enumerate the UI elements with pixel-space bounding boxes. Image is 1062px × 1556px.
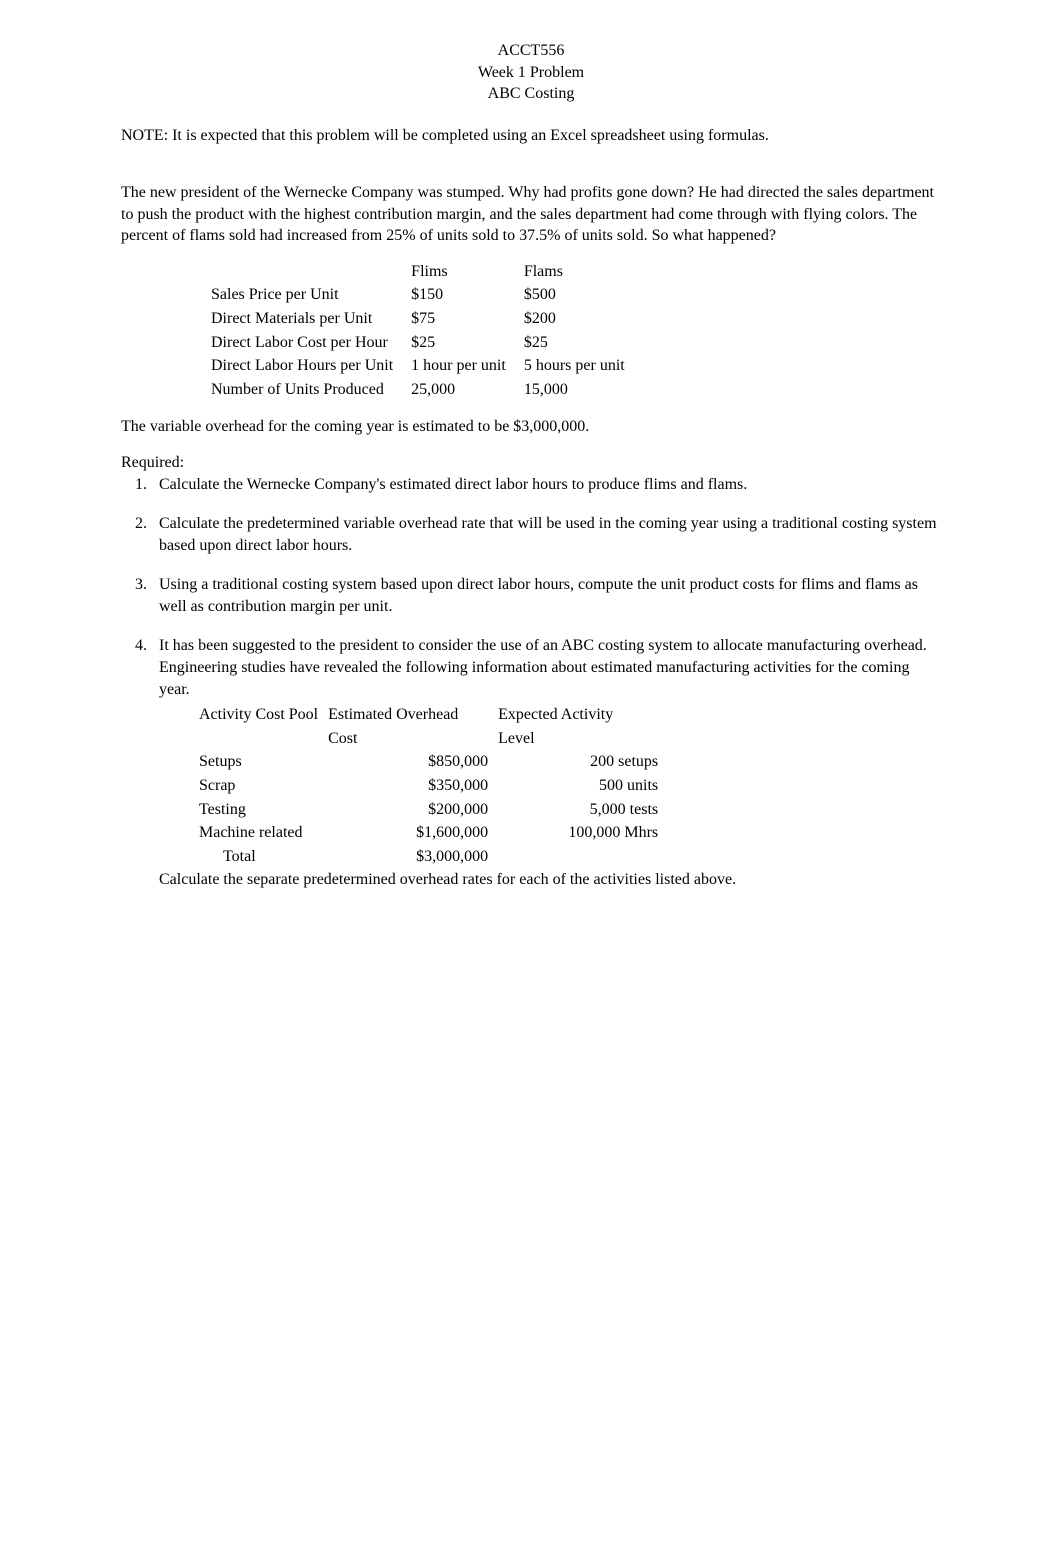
activity-level: 500 units [498, 775, 668, 799]
required-item-1: Calculate the Wernecke Company's estimat… [151, 474, 941, 496]
overhead-statement: The variable overhead for the coming yea… [121, 416, 941, 438]
product-cost-table: Flims Flams Sales Price per Unit $150 $5… [211, 261, 643, 403]
narrative-paragraph: The new president of the Wernecke Compan… [121, 182, 941, 247]
activity-header-cost2: Cost [328, 728, 498, 752]
cost-row: Number of Units Produced 25,000 15,000 [211, 379, 643, 403]
activity-level: 200 setups [498, 751, 668, 775]
activity-cost: $350,000 [328, 775, 498, 799]
cost-label: Direct Labor Hours per Unit [211, 355, 411, 379]
required-item-4: It has been suggested to the president t… [151, 635, 941, 891]
cost-flams: $500 [524, 284, 643, 308]
activity-level: 5,000 tests [498, 799, 668, 823]
cost-flims: $75 [411, 308, 524, 332]
required-item-3: Using a traditional costing system based… [151, 574, 941, 617]
activity-row: Machine related $1,600,000 100,000 Mhrs [199, 822, 668, 846]
cost-row: Direct Labor Hours per Unit 1 hour per u… [211, 355, 643, 379]
cost-label: Number of Units Produced [211, 379, 411, 403]
activity-header-activity: Expected Activity [498, 704, 668, 728]
cost-row: Direct Labor Cost per Hour $25 $25 [211, 332, 643, 356]
activity-header-row-2: Cost Level [199, 728, 668, 752]
cost-row: Sales Price per Unit $150 $500 [211, 284, 643, 308]
cost-header-flams: Flams [524, 261, 643, 285]
required-heading: Required: [121, 452, 941, 474]
required-item-2: Calculate the predetermined variable ove… [151, 513, 941, 556]
cost-header-row: Flims Flams [211, 261, 643, 285]
cost-flams: $25 [524, 332, 643, 356]
doc-header: ACCT556 Week 1 Problem ABC Costing [121, 40, 941, 105]
activity-total-blank [498, 846, 668, 870]
activity-header-cost: Estimated Overhead [328, 704, 498, 728]
cost-flims: $25 [411, 332, 524, 356]
activity-pool: Testing [199, 799, 328, 823]
cost-header-blank [211, 261, 411, 285]
cost-label: Sales Price per Unit [211, 284, 411, 308]
cost-label: Direct Materials per Unit [211, 308, 411, 332]
activity-cost: $850,000 [328, 751, 498, 775]
activity-pool: Machine related [199, 822, 328, 846]
cost-flams: 5 hours per unit [524, 355, 643, 379]
cost-flims: 25,000 [411, 379, 524, 403]
activity-cost: $200,000 [328, 799, 498, 823]
activity-row: Testing $200,000 5,000 tests [199, 799, 668, 823]
cost-flams: $200 [524, 308, 643, 332]
activity-row: Setups $850,000 200 setups [199, 751, 668, 775]
activity-header-pool: Activity Cost Pool [199, 704, 328, 728]
cost-flams: 15,000 [524, 379, 643, 403]
activity-total-row: Total $3,000,000 [199, 846, 668, 870]
activity-cost: $1,600,000 [328, 822, 498, 846]
activity-total-label: Total [199, 846, 328, 870]
activity-pool: Setups [199, 751, 328, 775]
course-code: ACCT556 [121, 40, 941, 62]
topic-label: ABC Costing [121, 83, 941, 105]
required-item-4-trailer: Calculate the separate predetermined ove… [159, 869, 941, 891]
note-paragraph: NOTE: It is expected that this problem w… [121, 125, 941, 147]
week-label: Week 1 Problem [121, 62, 941, 84]
cost-flims: $150 [411, 284, 524, 308]
cost-label: Direct Labor Cost per Hour [211, 332, 411, 356]
activity-header-activity2: Level [498, 728, 668, 752]
activity-pool: Scrap [199, 775, 328, 799]
required-list: Calculate the Wernecke Company's estimat… [151, 474, 941, 892]
activity-row: Scrap $350,000 500 units [199, 775, 668, 799]
cost-row: Direct Materials per Unit $75 $200 [211, 308, 643, 332]
activity-total-cost: $3,000,000 [328, 846, 498, 870]
activity-header-row-1: Activity Cost Pool Estimated Overhead Ex… [199, 704, 668, 728]
activity-header-blank [199, 728, 328, 752]
cost-header-flims: Flims [411, 261, 524, 285]
activity-level: 100,000 Mhrs [498, 822, 668, 846]
required-item-4-intro: It has been suggested to the president t… [159, 637, 927, 697]
activity-cost-table: Activity Cost Pool Estimated Overhead Ex… [199, 704, 668, 869]
cost-flims: 1 hour per unit [411, 355, 524, 379]
